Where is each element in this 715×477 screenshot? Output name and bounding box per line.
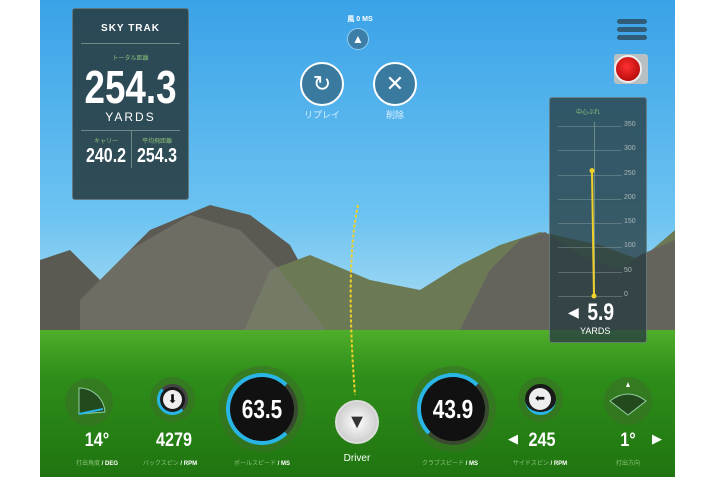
back-spin-gauge: ⬇ bbox=[150, 377, 195, 422]
deviation-unit: YARDS bbox=[580, 326, 611, 336]
replay-button[interactable]: ↻ bbox=[300, 62, 344, 106]
ball-speed-value: 63.5 bbox=[241, 394, 283, 424]
club-speed-label: クラブスピード / MS bbox=[421, 461, 479, 467]
ball-left-arrow-icon: ⬅ bbox=[529, 388, 551, 410]
launch-direction-gauge bbox=[604, 377, 652, 425]
gridline bbox=[558, 247, 622, 249]
replay-label: リプレイ bbox=[303, 110, 340, 120]
skytrak-logo: SKY TRAK bbox=[101, 23, 160, 34]
launch-direction-label: 打出方向 bbox=[615, 461, 641, 467]
launch-angle-label: 打出角度 / DEG bbox=[75, 461, 119, 467]
delete-button[interactable]: ✕ bbox=[373, 62, 417, 106]
gridline bbox=[558, 296, 622, 297]
wind-direction-icon: ▲ bbox=[347, 28, 369, 50]
launch-direction-value: 1° bbox=[620, 430, 636, 451]
gridline bbox=[558, 174, 622, 176]
left-arrow-icon: ◀ bbox=[568, 304, 579, 320]
average-distance-value: 254.3 bbox=[137, 145, 178, 167]
launch-direction-right-arrow-icon: ▶ bbox=[652, 431, 662, 446]
back-spin-value: 4279 bbox=[156, 430, 192, 451]
center-line bbox=[594, 122, 595, 297]
average-distance-label: 平均飛距離 bbox=[142, 139, 173, 145]
record-button[interactable] bbox=[614, 54, 648, 84]
distance-panel: SKY TRAK トータル距離 254.3 YARDS キャリー 240.2 平… bbox=[72, 8, 189, 200]
gridline bbox=[558, 223, 622, 225]
gridline bbox=[558, 271, 622, 273]
ball-speed-label: ボールスピード / MS bbox=[233, 461, 291, 467]
deviation-title: 中心ぶれ bbox=[575, 110, 600, 116]
side-spin-left-arrow-icon: ◀ bbox=[508, 431, 518, 446]
driver-club-icon: ▼ bbox=[347, 411, 367, 433]
ball-speed-gauge: 63.5 bbox=[219, 366, 305, 452]
ball-down-arrow-icon: ⬇ bbox=[163, 390, 182, 409]
menu-button[interactable] bbox=[617, 19, 647, 40]
start-point bbox=[591, 293, 597, 299]
tick-label: 250 bbox=[624, 169, 636, 177]
deviation-value: 5.9 bbox=[587, 299, 615, 326]
landing-point bbox=[589, 168, 595, 174]
tick-label: 200 bbox=[624, 193, 636, 201]
replay-icon: ↻ bbox=[312, 71, 332, 96]
tick-label: 150 bbox=[624, 218, 636, 226]
side-spin-value: 245 bbox=[528, 430, 556, 451]
gridline bbox=[558, 126, 622, 127]
launch-angle-gauge bbox=[65, 378, 113, 426]
delete-label: 削除 bbox=[385, 110, 404, 120]
ball-trajectory bbox=[349, 205, 359, 396]
tick-label: 300 bbox=[624, 145, 636, 153]
tick-label: 350 bbox=[624, 121, 636, 128]
back-spin-label: バックスピン / RPM bbox=[142, 461, 198, 467]
deviation-panel: 中心ぶれ 350 300 250 200 150 100 50 0 ◀ 5.9 YARDS bbox=[549, 97, 647, 343]
total-distance-unit: YARDS bbox=[105, 110, 156, 124]
club-speed-gauge: 43.9 bbox=[410, 366, 496, 452]
gridline bbox=[558, 150, 622, 152]
club-name: Driver bbox=[343, 453, 371, 464]
club-selector-button[interactable]: ▼ bbox=[335, 400, 379, 444]
record-icon bbox=[614, 55, 642, 83]
deviation-trail bbox=[591, 170, 595, 297]
tick-label: 0 bbox=[624, 291, 628, 298]
tick-label: 50 bbox=[624, 266, 632, 274]
side-spin-label: サイドスピン / RPM bbox=[512, 461, 568, 467]
carry-value: 240.2 bbox=[86, 145, 127, 167]
wind-label: 風 0 MS bbox=[347, 16, 373, 23]
carry-label: キャリー bbox=[94, 139, 119, 145]
club-speed-value: 43.9 bbox=[432, 394, 474, 424]
launch-angle-value: 14° bbox=[84, 430, 110, 451]
gridline bbox=[558, 198, 622, 200]
total-distance-label: トータル距離 bbox=[112, 56, 149, 62]
total-distance-value: 254.3 bbox=[84, 61, 177, 113]
tick-label: 100 bbox=[624, 242, 636, 250]
close-icon: ✕ bbox=[385, 71, 405, 96]
side-spin-gauge: ⬅ bbox=[518, 377, 563, 422]
